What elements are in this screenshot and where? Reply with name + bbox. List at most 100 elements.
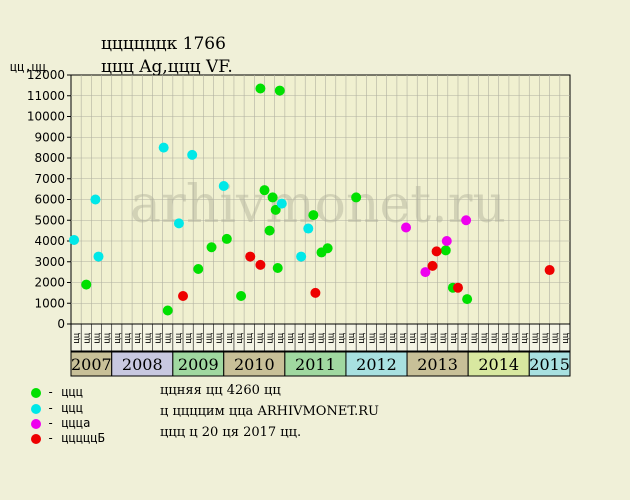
x-slot-label: цц [459, 333, 469, 344]
x-slot-label: цц [541, 333, 551, 344]
data-point [452, 282, 463, 293]
legend-dot-icon [31, 387, 41, 398]
x-slot-label: цц [449, 333, 459, 344]
data-point [158, 142, 169, 153]
legend-label: - цццццБ [47, 431, 105, 445]
y-tick-label: 2000 [34, 276, 65, 290]
data-point [69, 234, 80, 245]
legend-label: - цццa [47, 416, 91, 430]
y-tick-label: 6000 [34, 193, 65, 207]
x-slot-label: цц [164, 333, 174, 344]
legend-item-red: - цццццБ [31, 431, 105, 445]
data-point [90, 194, 101, 205]
data-point [81, 279, 92, 290]
year-cell [467, 351, 530, 377]
data-point [206, 242, 217, 253]
x-slot-label: цц [296, 333, 306, 344]
x-slot-label: цц [204, 333, 214, 344]
x-slot-label: цц [418, 333, 428, 344]
x-slot-label: цц [500, 333, 510, 344]
data-point [272, 262, 283, 273]
data-point [322, 243, 333, 254]
x-slot-label: цц [490, 333, 500, 344]
y-tick-label: 3000 [34, 255, 65, 269]
x-slot-label: цц [184, 333, 194, 344]
legend-dot-icon [31, 433, 41, 444]
data-point [162, 305, 173, 316]
data-point [267, 192, 278, 203]
x-slot-label: цц [266, 333, 276, 344]
x-slot-label: цц [82, 333, 92, 344]
data-point [173, 218, 184, 229]
x-slot-label: цц [133, 333, 143, 344]
x-slot-label: цц [520, 333, 530, 344]
year-label: 2008 [122, 355, 163, 374]
data-point [178, 290, 189, 301]
x-slot-label: цц [72, 333, 82, 344]
y-tick-label: 8000 [34, 151, 65, 165]
x-slot-label: цц [174, 333, 184, 344]
legend-item-cyan: - ццц [31, 401, 83, 415]
y-tick-label: 9000 [34, 130, 65, 144]
data-point [462, 294, 473, 305]
data-point [264, 225, 275, 236]
x-slot-label: цц [143, 333, 153, 344]
x-slot-label: цц [561, 333, 571, 344]
y-axis-unit: цц,цц [10, 60, 47, 74]
data-point [310, 287, 321, 298]
y-tick-label: 7000 [34, 172, 65, 186]
data-point [93, 251, 104, 262]
data-point [461, 215, 472, 226]
x-slot-label: цц [92, 333, 102, 344]
y-tick-label: 5000 [34, 213, 65, 227]
legend-item-magenta: - цццa [31, 416, 90, 430]
year-label: 2015 [529, 355, 570, 374]
year-label: 2012 [356, 355, 397, 374]
data-point [427, 260, 438, 271]
data-point [221, 233, 232, 244]
x-slot-label: цц [317, 333, 327, 344]
year-label: 2009 [178, 355, 219, 374]
data-point [193, 264, 204, 275]
x-slot-label: цц [479, 333, 489, 344]
data-point [259, 185, 270, 196]
y-tick-label: 10000 [27, 110, 65, 124]
year-label: 2010 [234, 355, 275, 374]
year-cell [111, 351, 174, 377]
x-slot-label: цц [306, 333, 316, 344]
x-slot-label: цц [255, 333, 265, 344]
data-point [236, 290, 247, 301]
legend-label: - ццц [47, 385, 84, 399]
x-slot-label: цц [123, 333, 133, 344]
x-slot-label: цц [154, 333, 164, 344]
x-slot-label: цц [245, 333, 255, 344]
x-slot-label: цц [378, 333, 388, 344]
year-cell [70, 351, 113, 377]
data-point [296, 251, 307, 262]
x-slot-label: цц [103, 333, 113, 344]
data-point [441, 236, 452, 246]
x-slot-label: цц [113, 333, 123, 344]
data-point [255, 259, 266, 270]
data-point [245, 251, 256, 262]
y-tick-label: 1000 [34, 296, 65, 310]
data-point [420, 267, 431, 278]
year-cell [223, 351, 286, 377]
y-tick-label: 0 [57, 317, 65, 331]
x-slot-label: цц [357, 333, 367, 344]
x-slot-label: цц [337, 333, 347, 344]
year-cell [172, 351, 225, 377]
x-slot-label: цц [439, 333, 449, 344]
date-note: ццц ц 20 ця 2017 цц. [160, 425, 302, 440]
y-tick-label: 4000 [34, 234, 65, 248]
data-point [276, 198, 287, 209]
data-point [187, 149, 198, 160]
x-slot-label: цц [388, 333, 398, 344]
data-point [544, 265, 555, 276]
legend-label: - ццц [47, 401, 84, 415]
data-point [303, 223, 314, 234]
data-point [274, 85, 285, 96]
data-point [218, 181, 229, 192]
legend-item-green: - ццц [31, 385, 83, 399]
